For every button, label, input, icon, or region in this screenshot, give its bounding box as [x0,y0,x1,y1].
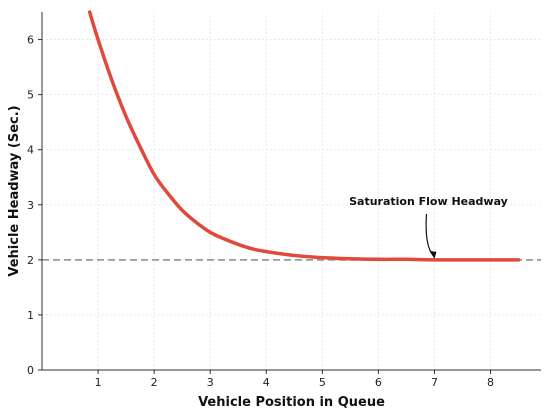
y-tick-label: 4 [27,144,34,157]
y-tick-label: 5 [27,89,34,102]
y-tick-label: 2 [27,254,34,267]
annotation-arrow [425,213,434,257]
x-tick-label: 5 [319,376,326,389]
x-tick-label: 2 [151,376,158,389]
x-tick-label: 1 [95,376,102,389]
tick-labels: 1 2 3 4 5 6 7 8 0 1 2 3 4 5 6 [27,34,494,389]
y-axis-label: Vehicle Headway (Sec.) [7,105,22,276]
x-tick-label: 7 [431,376,438,389]
annotation-label: Saturation Flow Headway [349,195,508,208]
headway-curve [87,10,521,262]
annotation-arrowhead [429,250,437,259]
x-tick-label: 6 [375,376,382,389]
y-tick-label: 1 [27,309,34,322]
y-tick-label: 6 [27,34,34,47]
x-axis-label: Vehicle Position in Queue [198,395,385,410]
axes [38,12,541,374]
gridlines [42,12,541,370]
y-tick-label: 0 [27,364,34,377]
x-tick-label: 4 [263,376,270,389]
x-tick-label: 3 [207,376,214,389]
y-tick-label: 3 [27,199,34,212]
x-tick-label: 8 [487,376,494,389]
